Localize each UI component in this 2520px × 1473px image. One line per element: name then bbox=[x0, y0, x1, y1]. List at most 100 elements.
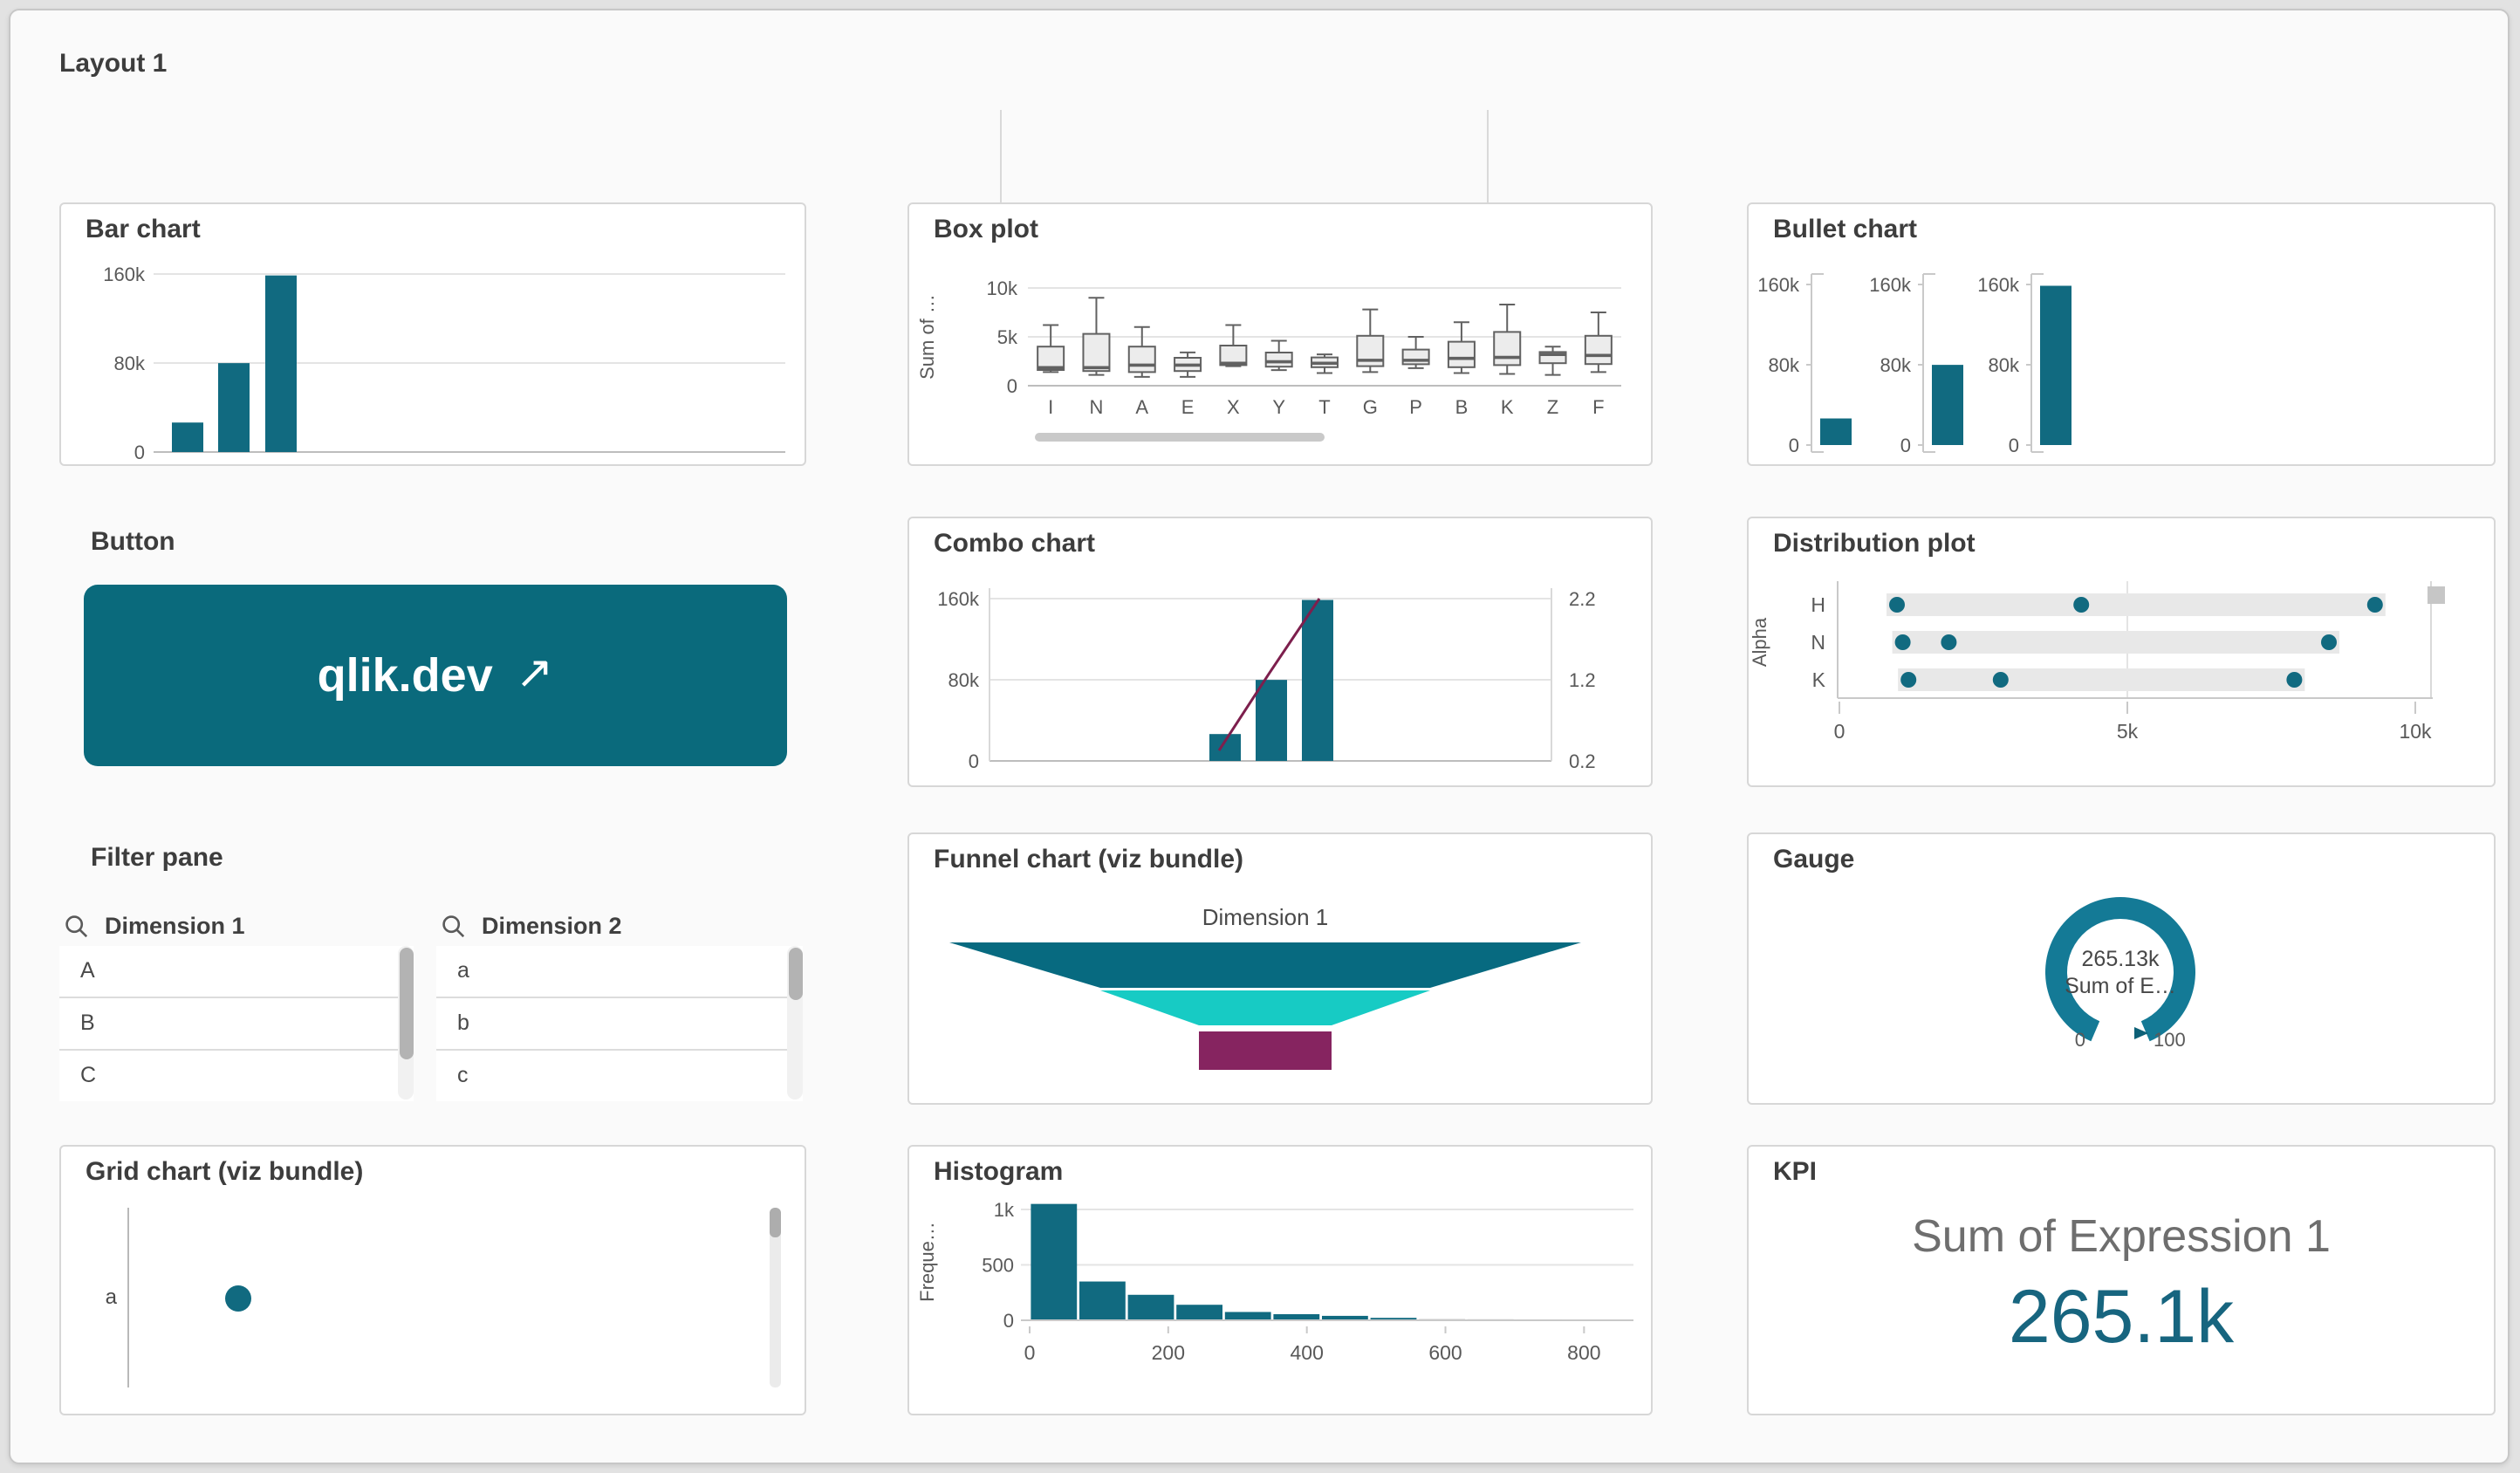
grid-chart[interactable]: a bbox=[61, 1147, 805, 1414]
button-section: Button qlik.dev ↗ bbox=[59, 517, 803, 784]
distribution-plot[interactable]: Alpha 0 5k 10k HNK bbox=[1749, 518, 2494, 785]
svg-text:N: N bbox=[1090, 396, 1104, 418]
gauge-card: 265.13k Sum of E… 0 100 Gauge bbox=[1747, 832, 2496, 1105]
svg-text:600: 600 bbox=[1428, 1341, 1462, 1364]
listbox-values: A B C bbox=[59, 946, 414, 1101]
layout-guide-line bbox=[1487, 110, 1489, 202]
svg-text:Freque…: Freque… bbox=[916, 1222, 938, 1302]
chart-title: Gauge bbox=[1773, 845, 1855, 874]
bullet-chart-card: 160k 80k 0 160k 80k 0 160k 80k 0 Bullet chart bbox=[1747, 202, 2496, 466]
svg-text:1.2: 1.2 bbox=[1569, 669, 1596, 691]
svg-text:0: 0 bbox=[1007, 375, 1017, 397]
svg-text:80k: 80k bbox=[1989, 354, 2020, 376]
gauge-chart[interactable]: 265.13k Sum of E… 0 100 bbox=[1749, 834, 2494, 1103]
listbox-item[interactable]: b bbox=[436, 998, 803, 1051]
external-link-arrow-icon: ↗ bbox=[515, 645, 554, 697]
chart-title: Box plot bbox=[934, 215, 1038, 244]
distribution-plot-card: Alpha 0 5k 10k H N K Distribution plot bbox=[1747, 517, 2496, 787]
chart-title: Combo chart bbox=[934, 529, 1096, 558]
svg-text:200: 200 bbox=[1152, 1341, 1185, 1364]
svg-text:800: 800 bbox=[1567, 1341, 1600, 1364]
bar-chart-card: 0 80k 160k Bar chart bbox=[59, 202, 806, 466]
listbox-dimension-1: Dimension 1 A B C bbox=[59, 906, 414, 1101]
histogram-card: Freque… 0 500 1k 0 200 400 600 800 Histogram bbox=[907, 1145, 1653, 1415]
svg-text:0: 0 bbox=[1003, 1310, 1014, 1332]
svg-text:T: T bbox=[1318, 396, 1330, 418]
bar-chart[interactable]: 0 80k 160k bbox=[61, 204, 805, 464]
svg-text:F: F bbox=[1592, 396, 1604, 418]
button-label: qlik.dev bbox=[317, 648, 493, 701]
scrollbar-thumb[interactable] bbox=[399, 948, 413, 1059]
svg-text:80k: 80k bbox=[948, 669, 980, 691]
listbox-item[interactable]: B bbox=[59, 998, 414, 1051]
svg-text:Z: Z bbox=[1547, 396, 1558, 418]
svg-text:X: X bbox=[1227, 396, 1240, 418]
svg-text:0: 0 bbox=[1900, 435, 1911, 456]
svg-text:Alpha: Alpha bbox=[1749, 617, 1770, 667]
grid-chart-card: a Grid chart (viz bundle) bbox=[59, 1145, 806, 1415]
svg-text:B: B bbox=[1455, 396, 1469, 418]
svg-text:80k: 80k bbox=[114, 353, 146, 374]
svg-text:Y: Y bbox=[1272, 396, 1285, 418]
listbox-header[interactable]: Dimension 1 bbox=[59, 906, 414, 946]
svg-text:0.2: 0.2 bbox=[1569, 750, 1596, 772]
search-icon bbox=[442, 915, 465, 937]
svg-text:a: a bbox=[106, 1285, 118, 1309]
svg-text:A: A bbox=[1135, 396, 1148, 418]
box-plot-card: Sum of … 0 5k 10k I N A E X Y T G P B K Z F Box plot bbox=[907, 202, 1653, 466]
listbox-item[interactable]: A bbox=[59, 946, 414, 998]
svg-text:160k: 160k bbox=[1869, 274, 1912, 296]
listbox-item[interactable]: c bbox=[457, 1063, 469, 1087]
svg-text:K: K bbox=[1812, 668, 1826, 691]
listbox-header[interactable]: Dimension 2 bbox=[436, 906, 803, 946]
svg-text:0: 0 bbox=[1834, 720, 1845, 743]
listbox-dimension-2: Dimension 2 a b c bbox=[436, 906, 803, 1101]
svg-text:1k: 1k bbox=[994, 1199, 1015, 1221]
listbox-title: Dimension 2 bbox=[482, 913, 622, 939]
svg-text:0: 0 bbox=[969, 750, 979, 772]
funnel-chart[interactable]: Dimension 1 bbox=[909, 834, 1651, 1103]
svg-text:H: H bbox=[1811, 593, 1825, 616]
layout-guide-line bbox=[1000, 110, 1002, 202]
listbox-item[interactable]: a bbox=[436, 946, 803, 998]
chart-title: Bar chart bbox=[86, 215, 201, 244]
scrollbar[interactable] bbox=[787, 946, 803, 1100]
svg-text:80k: 80k bbox=[1880, 354, 1912, 376]
svg-text:G: G bbox=[1363, 396, 1378, 418]
chart-title: KPI bbox=[1773, 1157, 1818, 1187]
listbox-item[interactable]: C bbox=[80, 1063, 97, 1087]
kpi-measure-label: Sum of Expression 1 bbox=[1912, 1209, 2331, 1262]
bullet-chart[interactable]: 160k 80k 0 160k 80k 0 160k 80k 0 bbox=[1749, 204, 2494, 464]
scrollbar-thumb[interactable] bbox=[788, 948, 802, 1000]
svg-text:0: 0 bbox=[1024, 1341, 1036, 1364]
svg-text:E: E bbox=[1181, 396, 1195, 418]
filter-pane: Filter pane Dimension 1 A B C bbox=[59, 832, 803, 1101]
chart-title: Grid chart (viz bundle) bbox=[86, 1157, 364, 1187]
svg-text:500: 500 bbox=[982, 1255, 1014, 1277]
svg-text:160k: 160k bbox=[1757, 274, 1800, 296]
svg-text:5k: 5k bbox=[2117, 720, 2139, 743]
combo-chart[interactable]: 0 80k 160k 0.2 1.2 2.2 bbox=[909, 518, 1651, 785]
svg-text:Dimension 1: Dimension 1 bbox=[1202, 904, 1329, 930]
chart-title: Bullet chart bbox=[1773, 215, 1918, 244]
svg-text:0: 0 bbox=[134, 442, 145, 463]
section-title: Filter pane bbox=[91, 843, 223, 873]
search-icon bbox=[65, 915, 88, 937]
histogram-chart[interactable]: Freque… 0 500 1k 0 200 400 600 800 bbox=[909, 1147, 1651, 1414]
svg-text:0: 0 bbox=[2009, 435, 2019, 456]
kpi-card: KPI Sum of Expression 1 265.1k bbox=[1747, 1145, 2496, 1415]
kpi-value: 265.1k bbox=[2008, 1276, 2235, 1360]
listbox-values: a b c bbox=[436, 946, 803, 1101]
svg-text:P: P bbox=[1409, 396, 1422, 418]
layout-title: Layout 1 bbox=[59, 49, 168, 79]
svg-text:160k: 160k bbox=[103, 264, 146, 285]
svg-text:Sum of E…: Sum of E… bbox=[2065, 974, 2176, 998]
scrollbar[interactable] bbox=[398, 946, 414, 1100]
svg-text:80k: 80k bbox=[1769, 354, 1800, 376]
combo-chart-card: 0 80k 160k 0.2 1.2 2.2 Combo chart bbox=[907, 517, 1653, 787]
svg-text:10k: 10k bbox=[987, 277, 1018, 299]
box-plot[interactable]: Sum of … 0 5k 10k I N A E X Y T G P B K Z F bbox=[909, 204, 1651, 464]
chart-title: Funnel chart (viz bundle) bbox=[934, 845, 1244, 874]
qlik-dev-button[interactable]: qlik.dev ↗ bbox=[84, 585, 787, 766]
